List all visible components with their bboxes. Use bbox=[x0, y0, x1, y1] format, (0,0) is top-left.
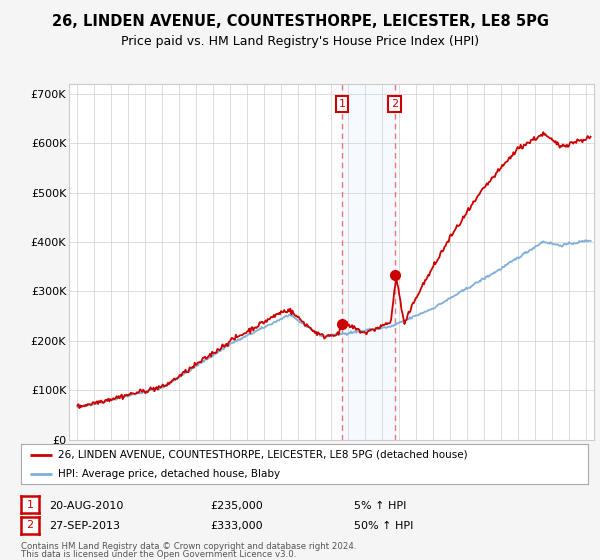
Text: 20-AUG-2010: 20-AUG-2010 bbox=[49, 501, 124, 511]
Text: 1: 1 bbox=[338, 99, 346, 109]
Text: 27-SEP-2013: 27-SEP-2013 bbox=[49, 521, 120, 531]
Text: £235,000: £235,000 bbox=[210, 501, 263, 511]
Text: £333,000: £333,000 bbox=[210, 521, 263, 531]
Text: Price paid vs. HM Land Registry's House Price Index (HPI): Price paid vs. HM Land Registry's House … bbox=[121, 35, 479, 48]
Text: 26, LINDEN AVENUE, COUNTESTHORPE, LEICESTER, LE8 5PG (detached house): 26, LINDEN AVENUE, COUNTESTHORPE, LEICES… bbox=[58, 450, 467, 460]
Text: 2: 2 bbox=[391, 99, 398, 109]
Bar bbox=[342, 84, 395, 440]
Text: 5% ↑ HPI: 5% ↑ HPI bbox=[354, 501, 406, 511]
Text: This data is licensed under the Open Government Licence v3.0.: This data is licensed under the Open Gov… bbox=[21, 550, 296, 559]
Text: 1: 1 bbox=[26, 500, 34, 510]
Text: 26, LINDEN AVENUE, COUNTESTHORPE, LEICESTER, LE8 5PG: 26, LINDEN AVENUE, COUNTESTHORPE, LEICES… bbox=[52, 14, 548, 29]
Text: 50% ↑ HPI: 50% ↑ HPI bbox=[354, 521, 413, 531]
Text: 2: 2 bbox=[26, 520, 34, 530]
Text: Contains HM Land Registry data © Crown copyright and database right 2024.: Contains HM Land Registry data © Crown c… bbox=[21, 542, 356, 551]
Text: HPI: Average price, detached house, Blaby: HPI: Average price, detached house, Blab… bbox=[58, 469, 280, 478]
